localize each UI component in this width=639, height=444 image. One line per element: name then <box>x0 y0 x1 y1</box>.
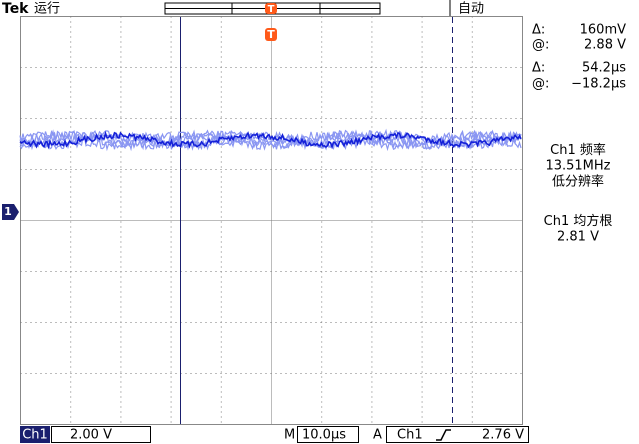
cursor-value: 160mV <box>580 23 626 38</box>
measurement-title: Ch1 均方根 <box>544 213 613 229</box>
vertical-scale: 2.00 V <box>70 428 112 443</box>
timebase: 10.0µs <box>302 428 346 443</box>
channel: Ch1 <box>22 428 48 443</box>
trigger-slope <box>436 429 451 441</box>
measurement-note: 低分辨率 <box>552 174 604 190</box>
measurement-name: 均方根 <box>573 213 612 229</box>
channel-marker-label: 1 <box>4 205 12 218</box>
waveform-trace <box>19 129 522 152</box>
timebase-box <box>297 426 359 443</box>
measurement-value: 13.51MHz <box>545 159 610 174</box>
waveform-trace <box>19 130 522 150</box>
waveform <box>19 128 522 152</box>
cursor-value: 54.2µs <box>582 61 626 76</box>
time-prefix: M <box>284 428 295 443</box>
trigger-source: Ch1 <box>397 428 423 443</box>
trigger-position <box>265 3 277 14</box>
measurement-value: 2.81 V <box>557 230 599 245</box>
scale-box <box>51 426 151 443</box>
brand: Tek <box>2 1 29 17</box>
trigger-position-label: T <box>268 4 275 15</box>
trigger-mode: 自动 <box>458 2 484 17</box>
measurement-source: Ch1 <box>550 143 576 158</box>
cursor-label: @: <box>532 77 549 92</box>
channel-marker <box>2 204 19 220</box>
trigger-level: 2.76 V <box>482 428 524 443</box>
cursor-label: @: <box>532 38 549 53</box>
measurement-source: Ch1 <box>544 214 570 229</box>
trigger-prefix: A <box>373 428 382 443</box>
run-status: 运行 <box>34 2 60 17</box>
trigger-marker <box>265 28 277 41</box>
measurement-name: 频率 <box>580 142 606 158</box>
cursor-label: Δ: <box>532 23 545 38</box>
trigger-box <box>386 426 529 443</box>
trigger-marker-label: T <box>267 28 275 41</box>
cursor-label: Δ: <box>532 61 545 76</box>
channel-badge <box>20 426 50 443</box>
cursor-value: 2.88 V <box>584 38 626 53</box>
measurement-title: Ch1 频率 <box>550 142 606 158</box>
grid <box>20 16 523 425</box>
cursor-value: −18.2µs <box>571 77 626 92</box>
